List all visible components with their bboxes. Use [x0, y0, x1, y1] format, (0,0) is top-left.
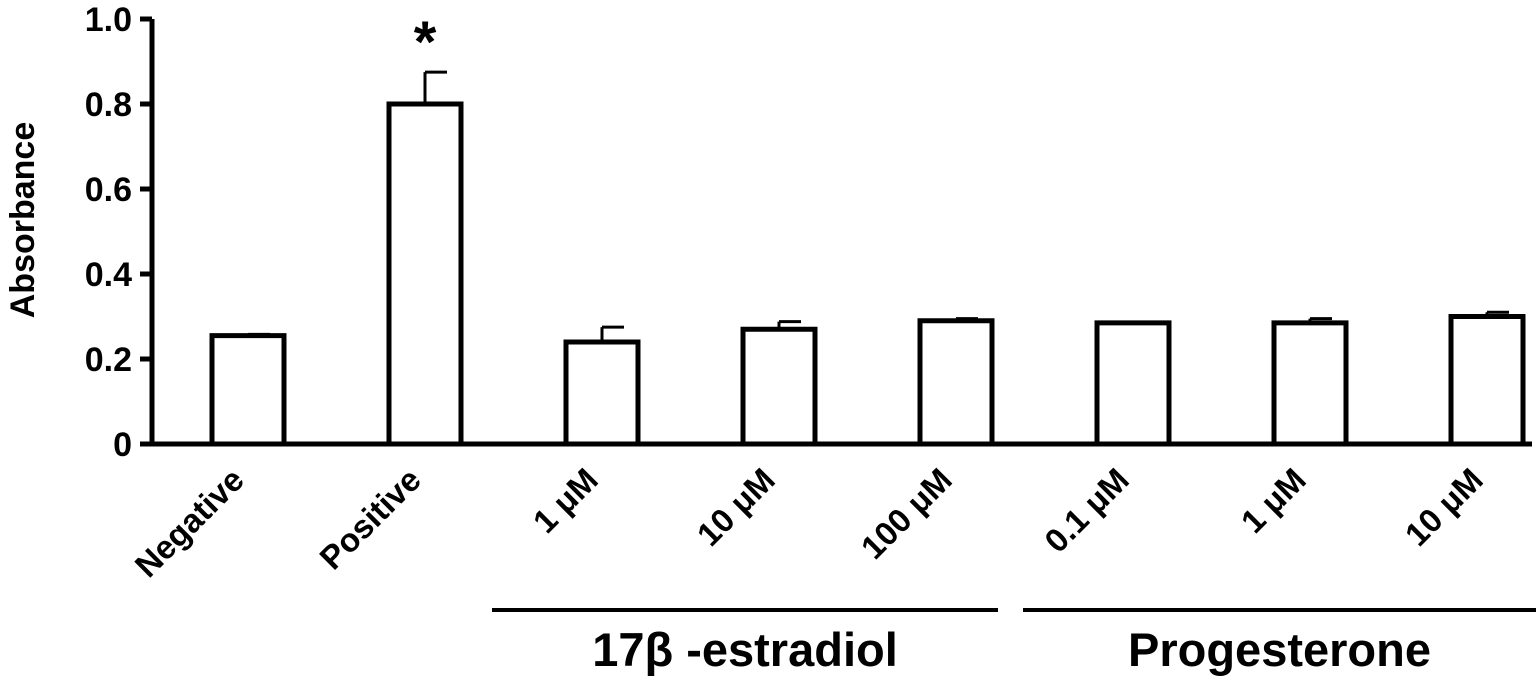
significance-marker: *	[414, 10, 437, 75]
y-tick-label: 0.6	[85, 171, 132, 209]
group-label: Progesterone	[1128, 623, 1431, 676]
group-brackets: 17β -estradiol Progesterone	[492, 608, 1536, 676]
category-label: 10 μM	[690, 461, 782, 553]
bar	[386, 101, 464, 447]
category-label: Negative	[128, 461, 251, 584]
bar	[1448, 314, 1526, 447]
y-tick-label: 1.0	[85, 1, 132, 39]
group-label: 17β -estradiol	[592, 623, 898, 676]
category-label: 0.1 μM	[1037, 461, 1136, 560]
y-axis: 0 0.2 0.4 0.6 0.8 1.0	[85, 1, 155, 464]
y-axis-label: Absorbance	[4, 122, 42, 319]
category-label: Positive	[312, 461, 428, 577]
bar	[917, 318, 995, 447]
bar	[563, 339, 641, 447]
category-labels: Negative Positive 1 μM 10 μM 100 μM 0.1 μM 1 μ…	[128, 461, 1490, 584]
y-tick-label: 0.2	[85, 341, 132, 379]
y-tick-label: 0.8	[85, 86, 132, 124]
y-tick-label: 0.4	[85, 256, 132, 294]
bar	[1271, 320, 1349, 447]
bar	[740, 326, 818, 447]
category-label: 10 μM	[1398, 461, 1490, 553]
category-label: 1 μM	[526, 461, 605, 540]
category-label: 1 μM	[1234, 461, 1313, 540]
y-tick-label: 0	[113, 426, 132, 464]
category-label: 100 μM	[854, 461, 959, 566]
bar	[209, 333, 287, 447]
bar	[1094, 320, 1172, 447]
bars: *	[209, 10, 1526, 447]
